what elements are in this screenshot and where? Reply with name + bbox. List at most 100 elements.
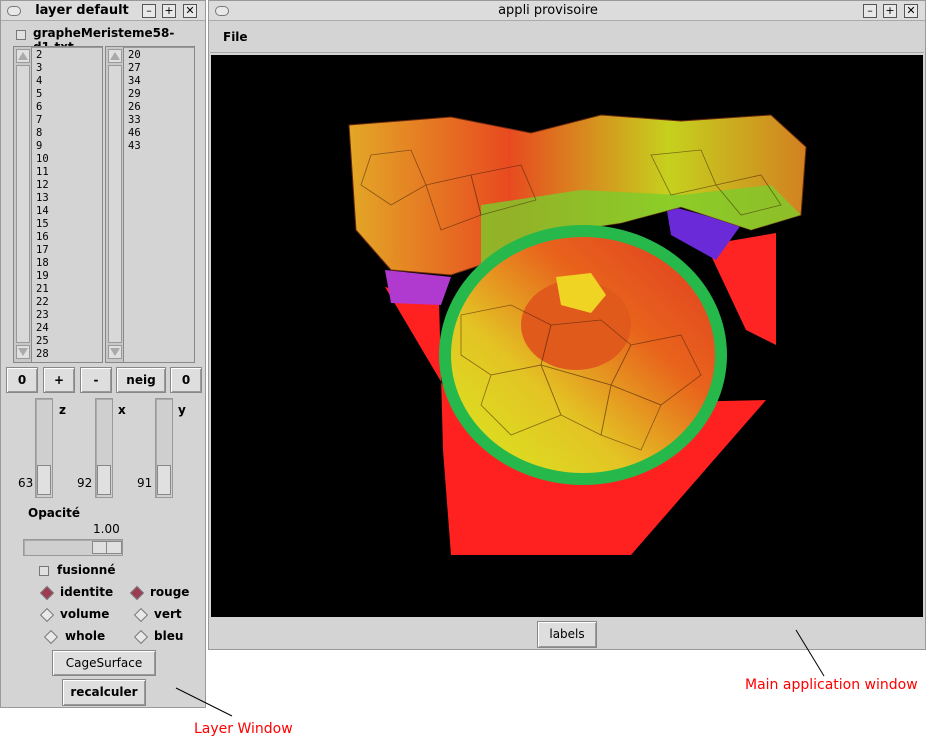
z-label: z	[59, 403, 66, 417]
main-window-title: appli provisoire	[498, 3, 598, 18]
vert-label: vert	[154, 607, 182, 621]
list-item[interactable]: 22	[36, 296, 49, 308]
3d-viewport[interactable]	[211, 55, 923, 617]
y-label: y	[178, 403, 186, 417]
window-menu-icon[interactable]	[215, 6, 229, 16]
list-item[interactable]: 15	[36, 218, 49, 230]
y-slider-thumb[interactable]	[157, 465, 171, 495]
list-item[interactable]: 7	[36, 114, 43, 126]
whole-label: whole	[65, 629, 106, 643]
main-window-annotation: Main application window	[745, 677, 918, 693]
x-label: x	[118, 403, 126, 417]
scroll-thumb[interactable]	[16, 65, 30, 343]
cage-surface-button[interactable]: CageSurface	[52, 650, 156, 676]
list-item[interactable]: 23	[36, 309, 49, 321]
list-item[interactable]: 25	[36, 335, 49, 347]
scroll-thumb[interactable]	[108, 65, 122, 343]
list-item[interactable]: 17	[36, 244, 49, 256]
list-item[interactable]: 46	[128, 127, 141, 139]
right-red-shape	[706, 233, 776, 345]
window-menu-icon[interactable]	[7, 6, 21, 16]
left-list-items: 2 3 4 5 6 7 8 9 10 11 12 13 14 15 16 17 18 19 21 22 23 24 25 28	[36, 49, 100, 361]
scroll-up-arrow-icon[interactable]	[16, 49, 30, 63]
list-item[interactable]: 20	[128, 49, 141, 61]
list-item[interactable]: 6	[36, 101, 43, 113]
opacity-slider-thumb[interactable]	[92, 541, 122, 554]
cell-mesh	[360, 149, 782, 451]
list-item[interactable]: 9	[36, 140, 43, 152]
x-slider-thumb[interactable]	[97, 465, 111, 495]
list-item[interactable]: 13	[36, 192, 49, 204]
x-slider[interactable]	[95, 398, 113, 498]
plus-button[interactable]: +	[43, 367, 75, 393]
recalculer-button[interactable]: recalculer	[62, 679, 146, 706]
x-value: 92	[77, 476, 93, 490]
main-window: appli provisoire – + ✕ File	[208, 0, 926, 650]
list-item[interactable]: 3	[36, 62, 43, 74]
list-item[interactable]: 14	[36, 205, 49, 217]
list-item[interactable]: 27	[128, 62, 141, 74]
zero-right-button[interactable]: 0	[170, 367, 202, 393]
list-item[interactable]: 28	[36, 348, 49, 360]
list-item[interactable]: 34	[128, 75, 141, 87]
list-item[interactable]: 43	[128, 140, 141, 152]
menu-bar: File	[210, 23, 924, 53]
layer-window: layer default – + ✕ grapheMeristeme58-d1…	[0, 0, 206, 708]
file-menu[interactable]: File	[223, 30, 248, 44]
scroll-up-arrow-icon[interactable]	[108, 49, 122, 63]
list-item[interactable]: 8	[36, 127, 43, 139]
close-icon[interactable]: ✕	[183, 4, 197, 18]
purple-right	[666, 205, 741, 260]
opacity-slider[interactable]	[23, 539, 123, 556]
list-item[interactable]: 21	[36, 283, 49, 295]
volume-label: volume	[60, 607, 110, 621]
list-item[interactable]: 12	[36, 179, 49, 191]
labels-button[interactable]: labels	[537, 621, 597, 648]
purple-left	[385, 270, 451, 305]
list-item[interactable]: 19	[36, 270, 49, 282]
y-slider[interactable]	[155, 398, 173, 498]
right-list-scrollbar[interactable]	[106, 47, 124, 362]
bleu-label: bleu	[154, 629, 184, 643]
minus-button[interactable]: -	[80, 367, 112, 393]
left-list-scrollbar[interactable]	[14, 47, 32, 362]
base-red-shape	[385, 287, 766, 555]
main-window-titlebar[interactable]: appli provisoire – + ✕	[209, 1, 925, 21]
z-slider[interactable]	[35, 398, 53, 498]
list-item[interactable]: 29	[128, 88, 141, 100]
fusionne-label: fusionné	[57, 563, 116, 577]
z-slider-thumb[interactable]	[37, 465, 51, 495]
maximize-icon[interactable]: +	[162, 4, 176, 18]
neig-button[interactable]: neig	[116, 367, 166, 393]
layer-window-titlebar[interactable]: layer default – + ✕	[1, 1, 205, 21]
node-list-left[interactable]: 2 3 4 5 6 7 8 9 10 11 12 13 14 15 16 17 18 19 21 22 23 24 25 28	[13, 46, 103, 363]
dome-center	[521, 280, 631, 370]
top-green-band	[481, 185, 801, 265]
list-item[interactable]: 33	[128, 114, 141, 126]
meristem-render	[348, 114, 807, 555]
node-list-right[interactable]: 20 27 34 29 26 33 46 43	[105, 46, 195, 363]
zero-left-button[interactable]: 0	[6, 367, 38, 393]
list-item[interactable]: 18	[36, 257, 49, 269]
close-icon[interactable]: ✕	[904, 4, 918, 18]
opacity-label: Opacité	[28, 506, 80, 520]
maximize-icon[interactable]: +	[883, 4, 897, 18]
scroll-down-arrow-icon[interactable]	[108, 345, 122, 359]
list-item[interactable]: 2	[36, 49, 43, 61]
list-item[interactable]: 10	[36, 153, 49, 165]
opacity-value: 1.00	[93, 522, 120, 536]
fusionne-checkbox[interactable]	[39, 566, 49, 576]
minimize-icon[interactable]: –	[142, 4, 156, 18]
layer-window-title: layer default	[35, 3, 129, 18]
minimize-icon[interactable]: –	[863, 4, 877, 18]
list-item[interactable]: 24	[36, 322, 49, 334]
rouge-label: rouge	[150, 585, 190, 599]
list-item[interactable]: 26	[128, 101, 141, 113]
file-checkbox[interactable]	[16, 30, 26, 40]
list-item[interactable]: 11	[36, 166, 49, 178]
scroll-down-arrow-icon[interactable]	[16, 345, 30, 359]
list-item[interactable]: 4	[36, 75, 43, 87]
identite-label: identite	[60, 585, 114, 599]
list-item[interactable]: 16	[36, 231, 49, 243]
list-item[interactable]: 5	[36, 88, 43, 100]
